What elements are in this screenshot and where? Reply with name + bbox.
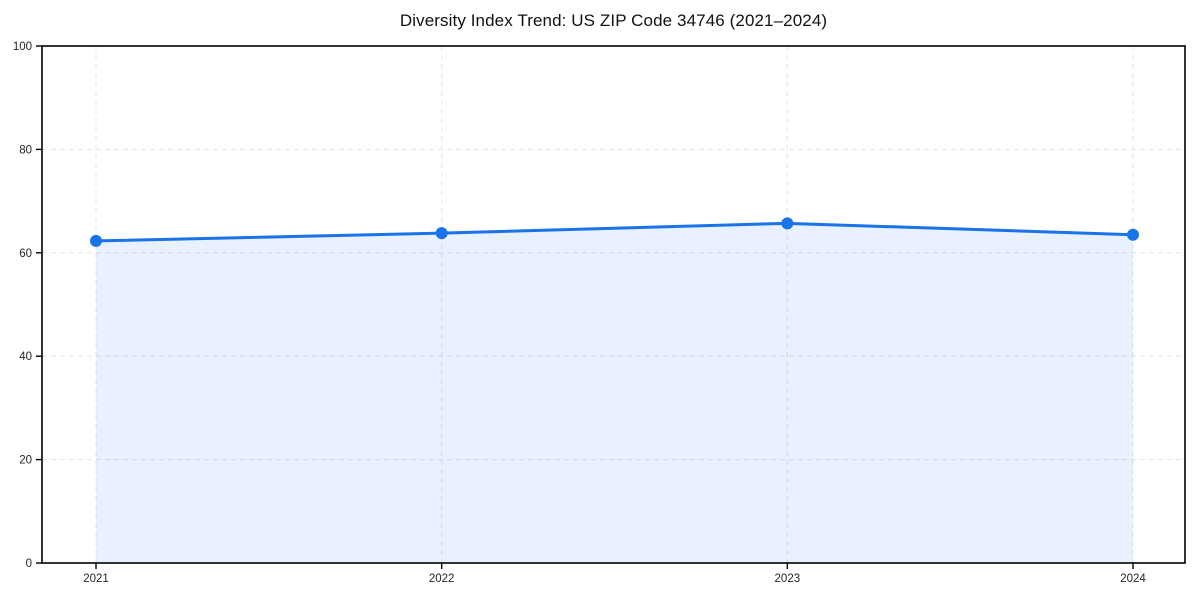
y-axis-label-80: 80 (19, 144, 32, 156)
y-axis-label-0: 0 (26, 558, 32, 570)
data-point-2022 (435, 227, 448, 240)
trend-line (94, 221, 1135, 243)
y-axis-label-20: 20 (19, 455, 32, 467)
y-axis-label-40: 40 (19, 351, 32, 363)
x-axis-label-2023: 2023 (775, 573, 801, 585)
area-fill (96, 223, 1133, 563)
x-axis-label-2024: 2024 (1120, 573, 1146, 585)
chart-title: Diversity Index Trend: US ZIP Code 34746… (399, 11, 828, 30)
y-axis-label-60: 60 (19, 248, 32, 260)
plot-border (41, 45, 1186, 564)
data-point-2023 (781, 217, 794, 230)
data-point-2021 (90, 234, 102, 247)
x-axis-label-2021: 2021 (83, 573, 109, 585)
x-axis-label-2022: 2022 (429, 573, 455, 585)
data-point-2024 (1127, 228, 1139, 241)
y-axis-label-100: 100 (13, 41, 32, 53)
